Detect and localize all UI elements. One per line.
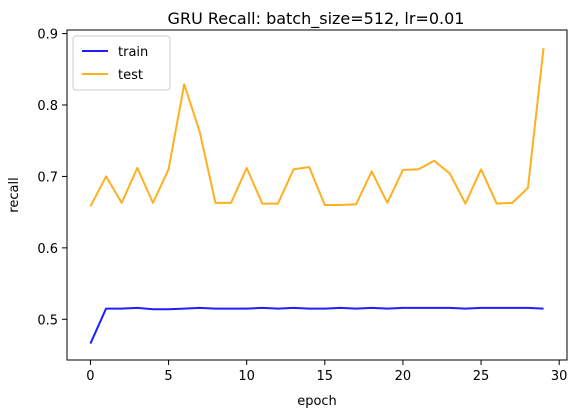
y-tick-label: 0.7 [37, 170, 58, 185]
y-tick-label: 0.6 [37, 242, 58, 257]
plot-area-frame [66, 29, 568, 361]
x-tick-label: 25 [473, 369, 490, 384]
y-tick-label: 0.9 [37, 28, 58, 43]
legend-label-train: train [118, 45, 148, 60]
y-axis-label: recall [7, 177, 22, 212]
x-axis-label: epoch [297, 394, 337, 409]
series-line-train [89, 306, 544, 344]
legend-label-test: test [118, 68, 143, 83]
x-tick-label: 15 [317, 369, 334, 384]
x-tick-label: 5 [164, 369, 172, 384]
legend: train test [72, 35, 171, 91]
x-axis-ticks: 0 5 10 15 20 25 30 [86, 360, 567, 384]
chart-title: GRU Recall: batch_size=512, lr=0.01 [168, 9, 465, 29]
series-line-test [89, 47, 545, 207]
x-tick-label: 30 [551, 369, 568, 384]
y-axis-ticks: 0.5 0.6 0.7 0.8 0.9 [37, 28, 67, 328]
y-tick-label: 0.8 [37, 99, 58, 114]
x-tick-label: 0 [86, 369, 94, 384]
legend-box [72, 35, 171, 91]
x-tick-label: 20 [395, 369, 412, 384]
y-tick-label: 0.5 [37, 313, 58, 328]
series-lines [89, 47, 545, 344]
x-tick-label: 10 [238, 369, 255, 384]
